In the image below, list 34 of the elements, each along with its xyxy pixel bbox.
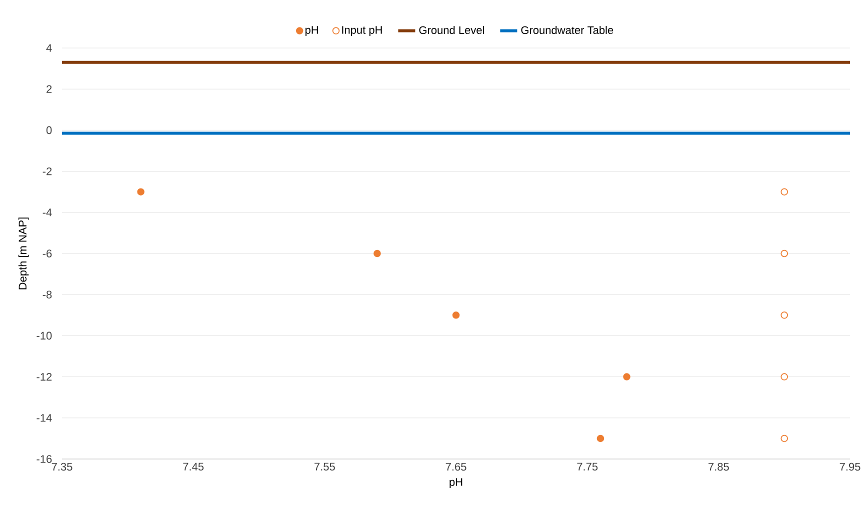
x-tick-label: 7.95 xyxy=(840,462,860,471)
point xyxy=(137,188,144,196)
x-axis-title: pH xyxy=(450,478,462,488)
x-tick-label: 7.85 xyxy=(708,462,729,471)
y-tick-label: 4 xyxy=(46,44,52,52)
legend-label: pH xyxy=(305,26,318,36)
y-tick-label: -10 xyxy=(36,332,52,340)
x-tick-label: 7.75 xyxy=(577,462,598,471)
y-tick-label: -16 xyxy=(36,455,52,463)
y-tick-label: -12 xyxy=(36,372,52,381)
point xyxy=(374,250,381,258)
point xyxy=(596,434,604,442)
x-tick-label: 7.65 xyxy=(446,462,466,471)
legend-label: Input pH xyxy=(342,26,382,36)
point xyxy=(780,434,788,442)
legend-label: Groundwater Table xyxy=(521,26,614,34)
y-tick-label: 0 xyxy=(46,126,52,134)
x-tick-label: 7.55 xyxy=(314,462,335,471)
y-tick-label: -4 xyxy=(42,208,52,216)
point xyxy=(780,250,788,258)
point xyxy=(780,312,788,319)
legend-label: Ground Level xyxy=(419,26,484,34)
point xyxy=(780,188,788,196)
point xyxy=(780,373,788,380)
y-tick-label: -2 xyxy=(42,167,52,176)
x-tick-label: 7.45 xyxy=(183,462,204,471)
y-tick-label: -6 xyxy=(42,250,52,258)
y-tick-label: 2 xyxy=(46,85,52,93)
y-axis-title: Depth [m NAP] xyxy=(18,218,29,290)
point xyxy=(623,373,630,380)
y-tick-label: -8 xyxy=(42,290,52,298)
x-tick-label: 7.35 xyxy=(52,462,72,471)
point xyxy=(452,312,460,319)
y-tick-label: -14 xyxy=(36,414,52,422)
